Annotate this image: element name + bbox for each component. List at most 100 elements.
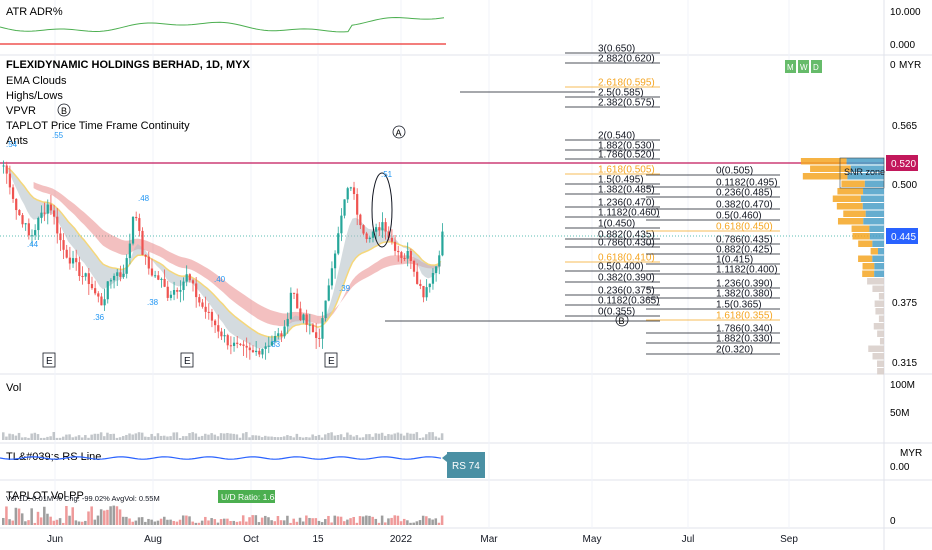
vp-bar xyxy=(33,522,37,525)
indicator-ants[interactable]: Ants xyxy=(6,135,29,147)
vp-bar xyxy=(276,516,280,525)
indicator-ema-clouds[interactable]: EMA Clouds xyxy=(6,75,67,87)
candle-body xyxy=(166,286,169,298)
candle-body xyxy=(179,290,182,292)
candle-body xyxy=(441,231,444,256)
vp-bar xyxy=(358,516,362,525)
fib-extension-right: 0(0.505)0.1182(0.495)0.236(0.485)0.382(0… xyxy=(646,166,780,356)
candle-body xyxy=(289,292,292,319)
vp-bar xyxy=(93,519,97,525)
volume-bar xyxy=(425,434,428,440)
marker-b-circle xyxy=(615,313,629,327)
tf-button-label: D xyxy=(813,63,819,72)
vpvr-bar-down xyxy=(850,165,884,172)
time-tick-label: 15 xyxy=(312,534,324,545)
volume-bar xyxy=(14,435,18,440)
volume-bar xyxy=(223,433,226,440)
rs-line xyxy=(0,456,442,460)
vp-bar xyxy=(84,520,87,525)
candle-body xyxy=(204,306,207,312)
vp-bar xyxy=(5,506,8,525)
candle-body xyxy=(324,300,327,319)
candle-body xyxy=(125,258,128,274)
volume-bar xyxy=(273,437,277,440)
resistance-badge-text: 0.520 xyxy=(891,159,916,170)
vp-bar xyxy=(74,520,78,525)
vp-bar xyxy=(169,519,172,525)
fib-level-label: 0.382(0.390) xyxy=(598,273,655,284)
vp-bar xyxy=(289,522,292,525)
indicator-vpvr[interactable]: VPVR xyxy=(6,105,36,117)
volume-bar xyxy=(314,436,318,440)
vp-bar xyxy=(399,521,403,525)
fib-level-label: 0(0.505) xyxy=(716,166,753,177)
vp-bar xyxy=(311,518,314,525)
volume-bar xyxy=(342,437,346,440)
time-tick-label: Mar xyxy=(480,534,498,545)
vpvr-bar-down xyxy=(860,195,884,202)
candle-body xyxy=(346,188,349,200)
marker-a-circle xyxy=(392,125,406,139)
vp-bar xyxy=(8,519,11,525)
vp-bar xyxy=(11,520,14,525)
vpvr-bar-up xyxy=(872,353,884,360)
volume-bar xyxy=(226,432,229,440)
candle-body xyxy=(46,204,49,214)
vpvr-bar-up xyxy=(873,323,884,330)
ema-slow-cloud xyxy=(33,181,441,327)
indicator-taplot-ptfc[interactable]: TAPLOT Price Time Frame Continuity xyxy=(6,120,190,132)
volume-bar xyxy=(238,437,242,440)
candle-body xyxy=(422,285,425,298)
price-unit: MYR xyxy=(899,60,921,71)
fib-level-label: 0.5(0.460) xyxy=(716,211,762,222)
volume-bar xyxy=(289,435,292,440)
volume-bar xyxy=(115,437,119,440)
vpvr-bar-down xyxy=(864,180,884,187)
fib-level-label: 2(0.320) xyxy=(716,345,753,356)
candle-body xyxy=(397,250,400,253)
vpvr-bar-up xyxy=(870,248,878,255)
vp-bar xyxy=(349,518,352,525)
volume-bar xyxy=(55,437,59,440)
vp-bar xyxy=(248,517,251,525)
swing-labels: .54 .55 .44 .48 .36 .38 .40 .39 .33 .51 xyxy=(6,131,393,349)
volume-bar xyxy=(96,433,100,440)
volume-bar xyxy=(159,435,163,440)
candle-body xyxy=(273,336,277,342)
volume-bar xyxy=(437,437,441,440)
fib-level-label: 1.236(0.470) xyxy=(598,198,655,209)
peak-annotation-ellipse xyxy=(371,172,393,248)
volume-bar xyxy=(90,434,93,440)
fib-level-label: 2.382(0.575) xyxy=(598,98,655,109)
earnings-marker-box xyxy=(180,352,194,368)
fib-level-label: 1(0.450) xyxy=(598,219,635,230)
vp-bar xyxy=(188,516,191,525)
volume-bar xyxy=(52,432,56,440)
candle-body xyxy=(30,235,34,237)
indicator-highs-lows[interactable]: Highs/Lows xyxy=(6,90,63,102)
fib-level-label: 0.382(0.470) xyxy=(716,200,773,211)
fib-level-label: 0.786(0.435) xyxy=(716,235,773,246)
candle-body xyxy=(84,273,87,277)
volume-bar xyxy=(156,433,160,440)
volume-bar xyxy=(365,434,368,440)
volume-bar xyxy=(355,435,359,440)
symbol-title[interactable]: FLEXIDYNAMIC HOLDINGS BERHAD, 1D, MYX xyxy=(6,59,251,71)
volume-bar xyxy=(286,435,289,440)
vol-title: Vol xyxy=(6,382,21,394)
fib-level-label: 0.236(0.375) xyxy=(598,286,655,297)
vp-bar xyxy=(251,515,254,525)
volume-bar xyxy=(406,432,409,440)
volume-bar xyxy=(121,436,125,440)
candle-body xyxy=(5,165,8,174)
candle-body xyxy=(393,241,397,251)
volume-bar xyxy=(65,434,68,440)
vp-bar xyxy=(235,521,239,525)
volume-bar xyxy=(418,437,422,440)
fib-level-label: 0.5(0.400) xyxy=(598,262,644,273)
fib-level-label: 1.618(0.355) xyxy=(716,311,773,322)
volume-bar xyxy=(74,436,78,440)
candle-body xyxy=(220,331,223,337)
vp-bar xyxy=(339,516,343,525)
candle-body xyxy=(21,215,24,225)
